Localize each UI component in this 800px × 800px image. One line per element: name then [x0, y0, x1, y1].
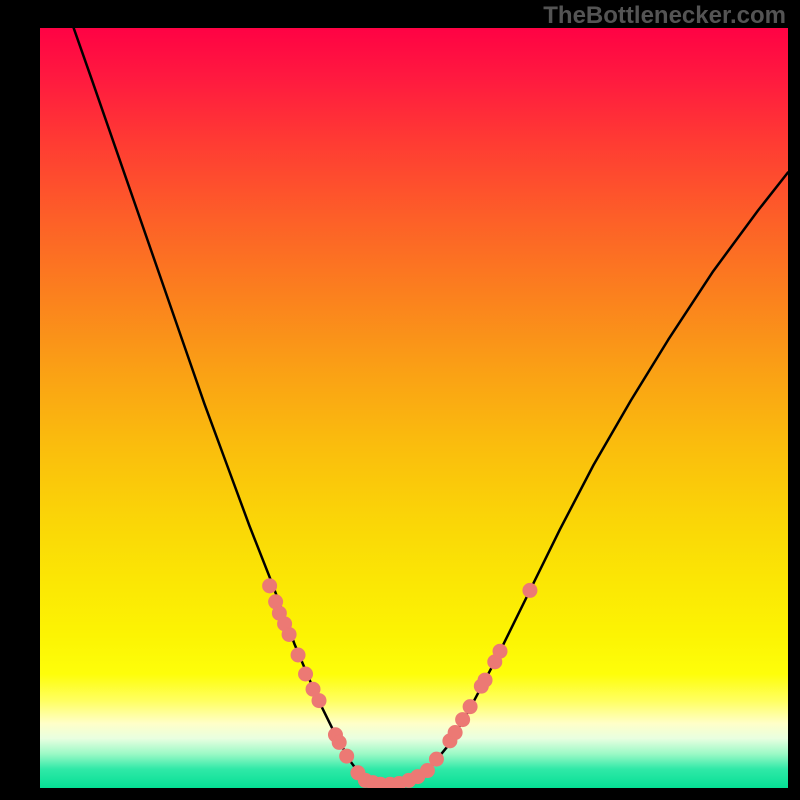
curve-marker	[523, 583, 537, 597]
curve-marker	[493, 644, 507, 658]
curve-marker	[299, 667, 313, 681]
watermark-text: TheBottlenecker.com	[543, 2, 786, 30]
curve-marker	[282, 627, 296, 641]
curve-marker	[429, 752, 443, 766]
curve-marker	[340, 749, 354, 763]
gradient-background	[40, 28, 788, 788]
plot-area	[40, 28, 788, 788]
plot-svg	[40, 28, 788, 788]
chart-frame: TheBottlenecker.com	[0, 0, 800, 800]
curve-marker	[291, 648, 305, 662]
curve-marker	[332, 735, 346, 749]
curve-marker	[312, 694, 326, 708]
curve-marker	[448, 726, 462, 740]
curve-marker	[463, 700, 477, 714]
curve-marker	[420, 764, 434, 778]
curve-marker	[263, 579, 277, 593]
curve-marker	[478, 673, 492, 687]
curve-marker	[456, 713, 470, 727]
